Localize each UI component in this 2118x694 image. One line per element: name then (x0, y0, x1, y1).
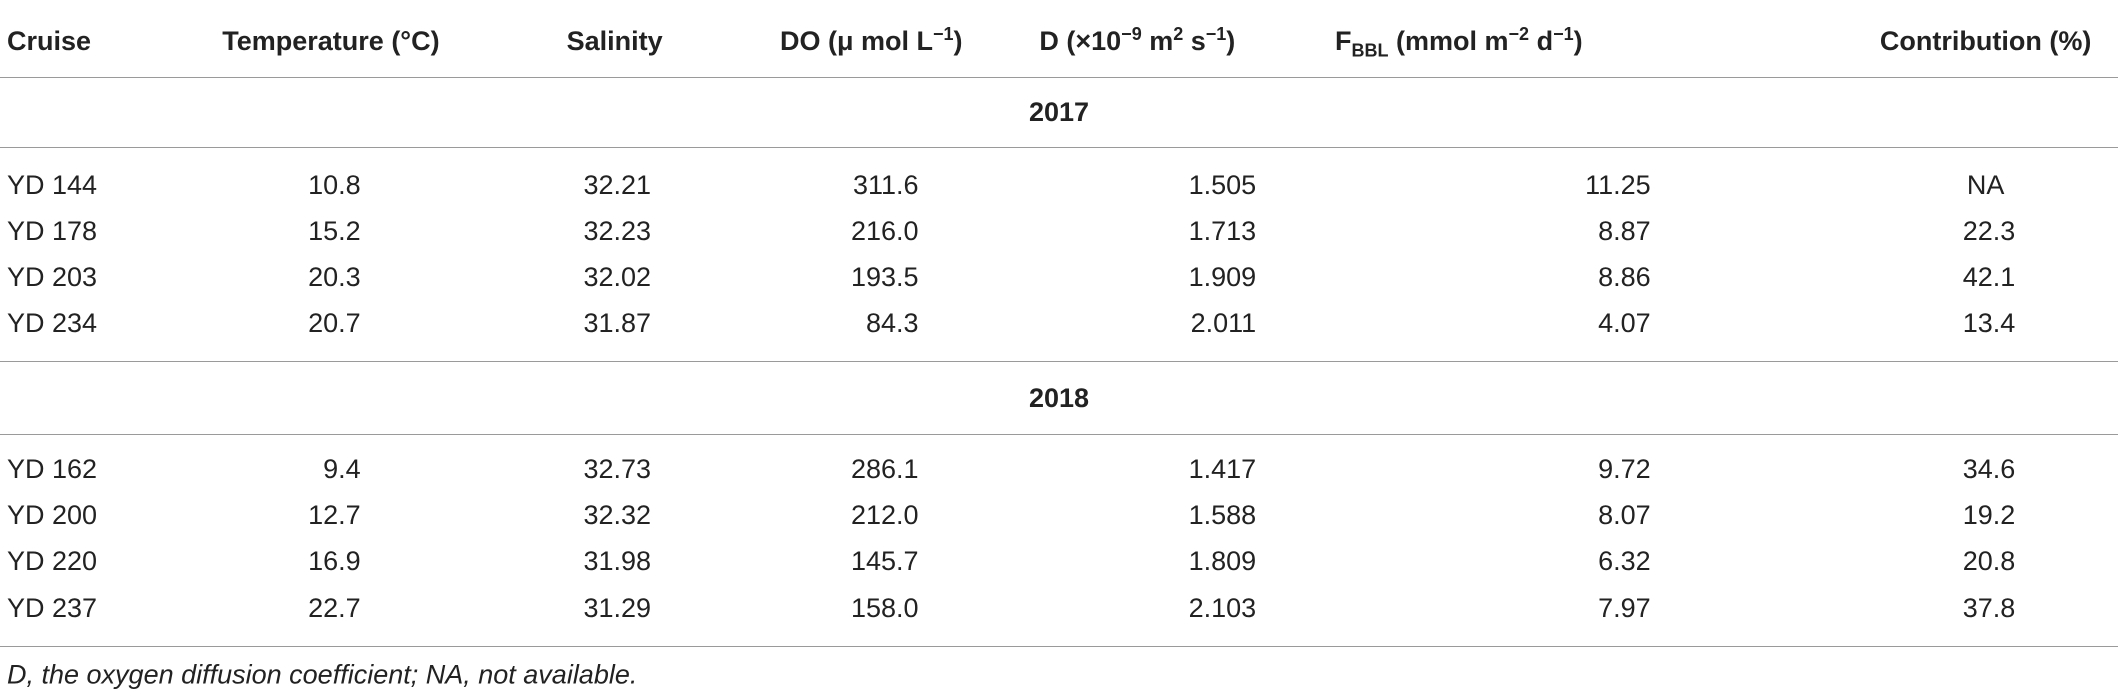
column-header: Salinity (567, 24, 663, 58)
header-rule (0, 77, 2118, 78)
header-text: m (1141, 26, 1174, 56)
group-label: 2018 (1028, 383, 1090, 413)
table-cell: 31.29 (583, 593, 652, 623)
table-cell: 9.4 (323, 454, 361, 484)
table-cell: 2.011 (1190, 308, 1257, 338)
header-text: F (1335, 26, 1352, 56)
header-sup: −2 (1508, 24, 1530, 44)
table-cell: 32.21 (583, 170, 652, 200)
table-cell: 22.3 (1962, 216, 2016, 246)
header-text: DO (μ mol L (779, 26, 933, 56)
table-cell: 31.87 (583, 308, 652, 338)
header-sup: 2 (1173, 24, 1184, 44)
row-label: YD 237 (7, 593, 98, 623)
column-header: Contribution (%) (1880, 24, 2091, 58)
table-cell: 12.7 (308, 500, 361, 530)
header-text: ) (953, 26, 963, 56)
table-cell: 15.2 (308, 216, 361, 246)
table-cell: 311.6 (852, 170, 919, 200)
table-cell: 1.417 (1188, 454, 1257, 484)
bottom-rule (0, 646, 2118, 647)
row-label: YD 234 (7, 308, 98, 338)
header-text: s (1183, 26, 1206, 56)
row-label: YD 162 (7, 454, 98, 484)
table-cell: 1.809 (1188, 546, 1257, 576)
table-cell: 20.8 (1962, 546, 2016, 576)
table-cell: 8.86 (1598, 262, 1651, 292)
table-cell: 1.713 (1188, 216, 1257, 246)
table-cell: 1.588 (1188, 500, 1257, 530)
header-text: ) (1226, 26, 1236, 56)
table-cell: 20.7 (308, 308, 361, 338)
row-label: YD 200 (7, 500, 98, 530)
table-cell: 1.505 (1188, 170, 1257, 200)
table-cell: 9.72 (1598, 454, 1651, 484)
group-label: 2017 (1028, 97, 1090, 127)
row-label: YD 144 (7, 170, 98, 200)
header-text: Cruise (7, 26, 92, 56)
column-header: Temperature (°C) (222, 24, 439, 58)
table-cell: 22.7 (308, 593, 361, 623)
group-rule (0, 361, 2118, 362)
header-text: ) (1573, 26, 1583, 56)
header-text: Temperature (°C) (222, 26, 440, 56)
table-cell: 32.32 (583, 500, 652, 530)
header-text: (mmol m (1388, 26, 1509, 56)
header-text: d (1529, 26, 1554, 56)
table-cell: NA (1966, 170, 2005, 200)
table-cell: 42.1 (1962, 262, 2016, 292)
column-header: FBBL (mmol m−2 d−1) (1335, 24, 1583, 61)
table-cell: 145.7 (850, 546, 919, 576)
table-cell: 34.6 (1962, 454, 2016, 484)
table-cell: 193.5 (850, 262, 919, 292)
table-cell: 6.32 (1598, 546, 1651, 576)
header-sup: −1 (932, 24, 954, 44)
table-cell: 216.0 (850, 216, 919, 246)
table-cell: 32.23 (583, 216, 652, 246)
table-cell: 1.909 (1188, 262, 1257, 292)
column-header: Cruise (7, 24, 91, 58)
table-cell: 19.2 (1962, 500, 2016, 530)
table-cell: 37.8 (1962, 593, 2016, 623)
table-cell: 31.98 (583, 546, 652, 576)
header-sub: BBL (1351, 40, 1389, 61)
footnote: D, the oxygen diffusion coefficient; NA,… (7, 659, 638, 690)
group-rule (0, 434, 2118, 435)
table-cell: 20.3 (308, 262, 361, 292)
table-cell: 2.103 (1188, 593, 1257, 623)
table-cell: 10.8 (308, 170, 361, 200)
row-label: YD 220 (7, 546, 98, 576)
table-cell: 16.9 (308, 546, 361, 576)
table-cell: 84.3 (865, 308, 919, 338)
table-cell: 158.0 (850, 593, 919, 623)
header-text: D (×10 (1039, 26, 1122, 56)
column-header: DO (μ mol L−1) (780, 24, 963, 58)
header-text: Salinity (566, 26, 663, 56)
table-cell: 32.02 (583, 262, 652, 292)
table-cell: 4.07 (1598, 308, 1651, 338)
header-sup: −1 (1205, 24, 1227, 44)
header-text: Contribution (%) (1879, 26, 2092, 56)
header-sup: −9 (1121, 24, 1142, 44)
table-cell: 32.73 (583, 454, 652, 484)
header-sup: −1 (1553, 24, 1574, 44)
table-cell: 11.25 (1585, 170, 1651, 200)
row-label: YD 203 (7, 262, 98, 292)
row-label: YD 178 (7, 216, 98, 246)
column-header: D (×10−9 m2 s−1) (1039, 24, 1235, 58)
table-cell: 212.0 (850, 500, 919, 530)
table-cell: 286.1 (850, 454, 919, 484)
table-cell: 13.4 (1962, 308, 2016, 338)
table-cell: 8.07 (1598, 500, 1651, 530)
group-rule (0, 147, 2118, 148)
table-cell: 7.97 (1598, 593, 1651, 623)
table-cell: 8.87 (1598, 216, 1651, 246)
